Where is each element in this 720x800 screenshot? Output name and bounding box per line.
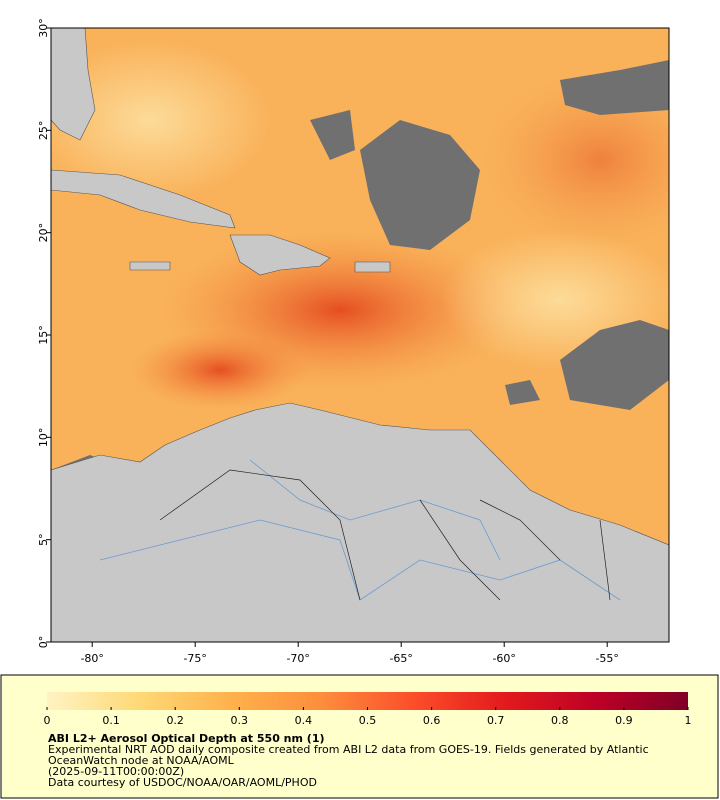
colorbar-tick-label: 0 <box>44 714 51 727</box>
x-tick-label: -60° <box>492 652 515 665</box>
caption-line: (2025-09-11T00:00:00Z) <box>48 765 184 778</box>
colorbar-tick-label: 0.3 <box>231 714 249 727</box>
y-tick-label: 15° <box>37 325 50 345</box>
colorbar-tick-label: 0.6 <box>423 714 441 727</box>
puerto-rico <box>354 261 391 273</box>
x-tick-label: -75° <box>183 652 206 665</box>
caption-title: ABI L2+ Aerosol Optical Depth at 550 nm … <box>48 732 325 745</box>
x-tick-label: -65° <box>389 652 412 665</box>
caption-line: OceanWatch node at NOAA/AOML <box>48 754 235 767</box>
cloud <box>560 320 669 410</box>
cuba <box>51 169 236 229</box>
y-tick-label: 5° <box>37 533 50 546</box>
y-tick-label: 0° <box>37 636 50 649</box>
colorbar-tick-label: 0.8 <box>551 714 569 727</box>
colorbar <box>47 692 688 710</box>
hispaniola <box>229 234 331 276</box>
y-tick-label: 25° <box>37 121 50 141</box>
x-tick-label: -70° <box>286 652 309 665</box>
y-tick-label: 20° <box>37 223 50 243</box>
colorbar-tick-label: 0.9 <box>615 714 633 727</box>
cloud <box>560 60 669 115</box>
colorbar-tick-label: 1 <box>685 714 692 727</box>
y-tick-label: 30° <box>37 18 50 38</box>
colorbar-tick-label: 0.4 <box>295 714 313 727</box>
y-tick-label: 10° <box>37 428 50 448</box>
cloud <box>505 380 540 405</box>
x-tick-label: -55° <box>595 652 618 665</box>
florida <box>51 28 96 141</box>
x-tick-label: -80° <box>80 652 103 665</box>
caption-line: Experimental NRT AOD daily composite cre… <box>48 743 649 756</box>
borders <box>159 469 611 601</box>
jamaica <box>129 261 171 271</box>
colorbar-tick-label: 0.2 <box>166 714 184 727</box>
cloud <box>310 110 355 160</box>
colorbar-tick-label: 0.5 <box>359 714 377 727</box>
south-america <box>51 402 669 642</box>
colorbar-tick-label: 0.1 <box>102 714 120 727</box>
colorbar-tick-label: 0.7 <box>487 714 505 727</box>
cloud <box>360 120 480 250</box>
aod-high <box>130 330 310 410</box>
map-field <box>51 28 669 642</box>
caption-line: Data courtesy of USDOC/NOAA/OAR/AOML/PHO… <box>48 776 317 789</box>
aod-high <box>480 70 669 250</box>
aod-low <box>51 40 270 200</box>
